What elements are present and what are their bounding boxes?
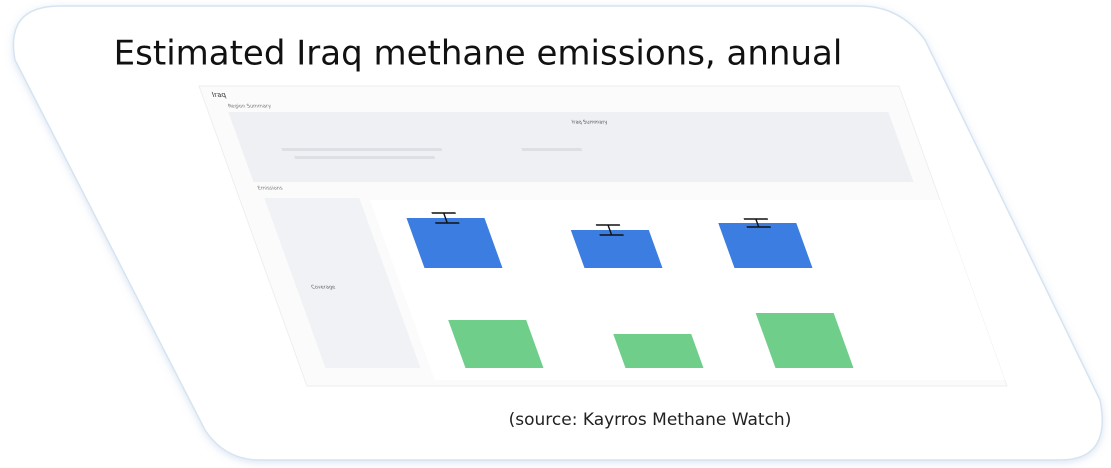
placeholder	[294, 156, 436, 159]
emission-bar	[406, 218, 503, 268]
coverage-bar	[755, 313, 854, 368]
side-panel	[264, 198, 421, 368]
error-bar	[743, 218, 771, 228]
coverage-bar	[613, 334, 704, 368]
emissions-heading: Emissions	[257, 186, 284, 192]
error-bar	[431, 212, 460, 224]
screenshot: Iraq Region Summary Iraq Summary Emissio…	[198, 85, 1008, 387]
title: Estimated Iraq methane emissions, annual	[114, 34, 843, 74]
placeholder	[521, 148, 583, 151]
section-label: Region Summary	[227, 104, 272, 110]
placeholder	[281, 148, 443, 151]
region-name: Iraq	[210, 90, 227, 99]
coverage-heading: Coverage	[310, 285, 336, 291]
coverage-bar	[448, 320, 544, 368]
source: (source: Kayrros Methane Watch)	[509, 410, 792, 430]
summary-title: Iraq Summary	[571, 120, 608, 126]
emission-bar	[718, 223, 813, 268]
summary-panel	[228, 112, 914, 182]
emission-bar	[570, 230, 663, 268]
error-bar	[595, 224, 624, 236]
